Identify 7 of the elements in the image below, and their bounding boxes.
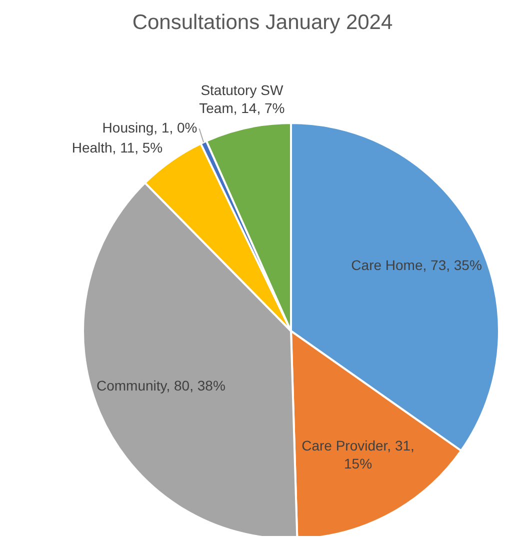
- slice-label: Health, 11, 5%: [72, 139, 163, 156]
- slice-label: Housing, 1, 0%: [102, 119, 198, 136]
- slice-label: Statutory SW Team, 14, 7%: [199, 82, 285, 116]
- slice-label: Community, 80, 38%: [96, 377, 226, 394]
- slice-label: Care Provider, 31, 15%: [302, 437, 414, 472]
- chart-title: Consultations January 2024: [131, 10, 394, 36]
- slice-label: Care Home, 73, 35%: [351, 256, 482, 273]
